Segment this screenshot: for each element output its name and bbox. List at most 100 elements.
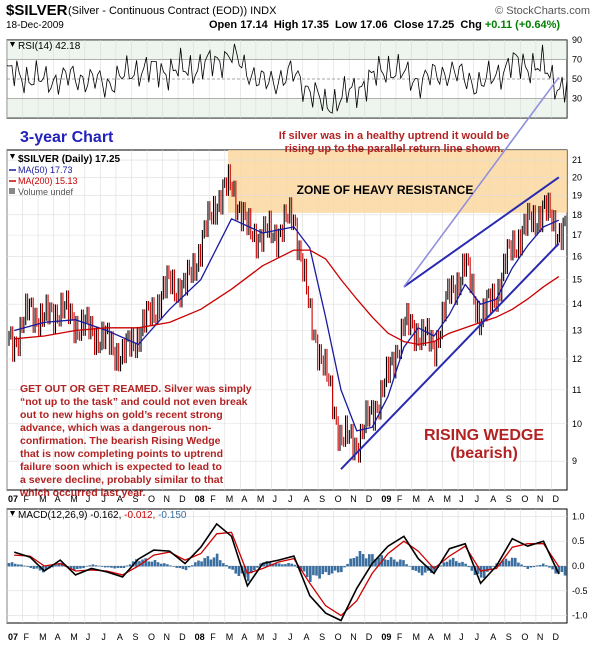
macd-histogram-bar [184,566,188,571]
exchange-label: INDX [250,5,277,17]
macd-histogram-bar [405,564,408,567]
commentary-line: failure soon which is expected to lead t… [20,461,222,473]
x-tick-label: J [459,632,464,642]
macd-histogram-value: -0.150 [158,510,187,521]
macd-histogram-bar [100,566,104,567]
x-tick-label: M [226,494,234,504]
x-tick-label: S [319,632,325,642]
return-line-note: rising up to the parallel return line sh… [285,143,504,155]
macd-histogram-bar [26,566,29,567]
x-tick-label: D [552,494,559,504]
x-tick-label: O [148,494,155,504]
macd-histogram-bar [324,566,328,573]
commentary-line: a severe decline, probably similar to th… [20,474,224,486]
macd-histogram-bar [548,566,551,568]
macd-histogram-bar [461,561,464,567]
x-tick-label: O [148,632,155,642]
macd-y-tick-label: 0.0 [572,561,585,571]
macd-histogram-bar [541,563,545,567]
macd-histogram-bar [253,566,256,571]
commentary-line: GET OUT OR GET REAMED. Silver was simply [20,383,252,395]
macd-histogram-bar [57,564,60,567]
macd-label: MACD(12,26,9) -0.162, -0.012, -0.150 [18,510,187,521]
macd-histogram-bar [44,566,48,570]
commentary-line: confirmation. The bearish Rising Wedge [20,435,221,447]
macd-histogram-bar [408,566,411,567]
date-label: 18-Dec-2009 [6,20,64,31]
macd-histogram-bar [302,566,306,572]
close-value: 17.25 [426,19,455,31]
commentary-line: that is now completing points to uptrend [20,448,223,460]
x-tick-label: M [444,494,452,504]
macd-histogram-bar [507,560,511,567]
rsi-oversold-band [7,98,567,118]
x-tick-label: 08 [195,494,205,504]
macd-histogram-bar [7,563,11,567]
x-tick-label: O [335,494,342,504]
wedge-upper-trendline [403,176,560,288]
macd-label-name: MACD(12,26,9) [18,510,90,521]
x-tick-label: M [257,632,265,642]
macd-histogram-bar [147,561,151,567]
macd-histogram-bar [35,566,39,569]
macd-histogram-bar [383,559,387,567]
x-tick-label: J [272,494,277,504]
macd-histogram-bar [467,566,471,568]
macd-histogram-bar [551,566,554,570]
x-tick-label: A [117,632,123,642]
macd-histogram-bar [237,566,241,577]
macd-histogram-bar [395,561,399,567]
macd-histogram-bar [156,562,160,567]
macd-histogram-bar [417,566,421,573]
macd-histogram-bar [389,557,393,567]
x-tick-label: M [412,494,420,504]
macd-histogram-bar [69,566,73,569]
commentary-line: “not up to the task” and could not even … [20,396,248,408]
return-line-note: If silver was in a healthy uptrend it wo… [279,130,509,142]
macd-histogram-bar [545,565,548,567]
macd-histogram-bar [10,562,14,567]
price-y-tick-label: 21 [572,155,582,165]
x-tick-label: N [164,494,171,504]
macd-histogram-bar [135,559,138,567]
macd-histogram-bar [374,559,377,567]
rising-wedge-sublabel: (bearish) [450,445,518,462]
x-tick-label: M [412,632,420,642]
x-tick-label: J [288,632,293,642]
macd-histogram-bar [504,558,508,567]
x-tick-label: F [397,632,403,642]
macd-histogram-bar [153,559,157,567]
macd-histogram-bar [361,554,365,567]
x-tick-label: N [350,632,357,642]
x-tick-label: D [552,632,559,642]
x-tick-label: J [101,494,106,504]
rising-wedge-label: RISING WEDGE [424,427,544,444]
macd-histogram-bar [349,558,352,567]
commentary-line: advance, which was a dangerous non- [20,422,212,434]
macd-histogram-bar [445,561,449,567]
high-label: High [273,19,299,31]
x-tick-label: A [117,494,123,504]
macd-histogram-bar [128,564,132,567]
macd-histogram-bar [336,566,340,573]
macd-histogram-bar [523,566,526,567]
x-tick-label: D [179,494,186,504]
x-tick-label: A [55,494,61,504]
x-tick-label: A [241,632,247,642]
three-year-chart-label: 3-year Chart [20,129,114,146]
macd-y-tick-label: -1.0 [572,611,588,621]
macd-histogram-bar [532,566,536,568]
x-tick-label: S [319,494,325,504]
rsi-line [6,43,568,114]
macd-histogram-bar [17,564,20,567]
x-tick-label: A [490,632,496,642]
x-tick-label: A [428,494,434,504]
x-tick-label: O [521,632,528,642]
macd-histogram-bar [470,566,474,571]
x-tick-label: 09 [381,632,391,642]
price-y-tick-label: 10 [572,419,582,429]
price-y-tick-label: 19 [572,191,582,201]
macd-histogram-bar [330,566,334,574]
macd-histogram-bar [501,560,505,567]
instrument-name-text: (Silver - Continuous Contract (EOD)) [68,5,248,17]
